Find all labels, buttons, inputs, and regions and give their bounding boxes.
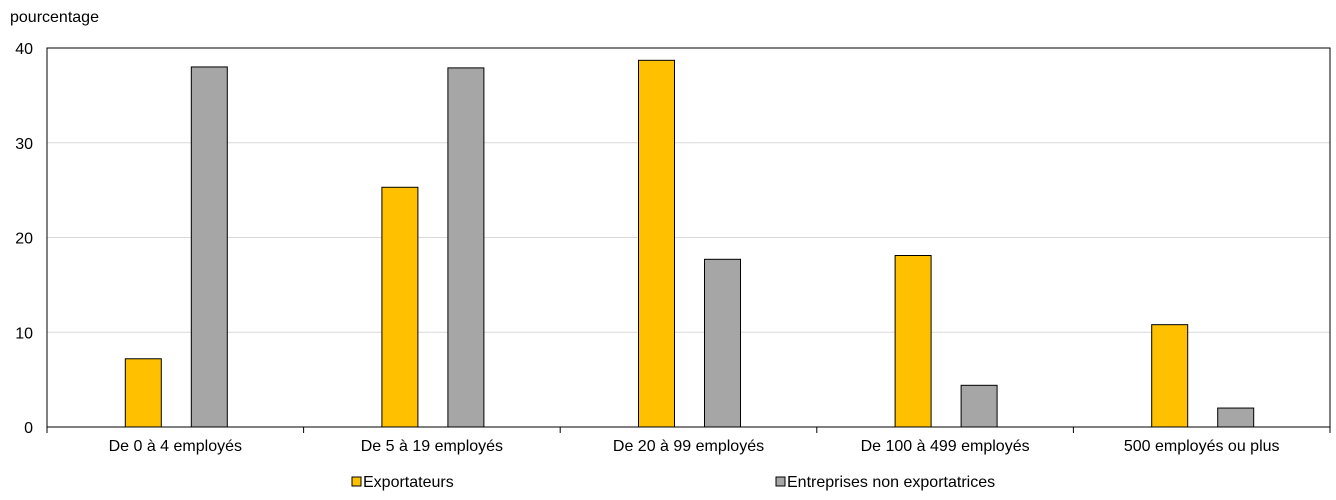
bar-non-exportatrices xyxy=(960,384,998,428)
y-tick-label: 30 xyxy=(15,136,33,153)
bar-exportateurs xyxy=(381,186,419,428)
legend-swatch xyxy=(775,476,786,487)
bar-exportateurs xyxy=(124,358,162,428)
x-tick-label: De 0 à 4 employés xyxy=(109,438,242,455)
legend-swatch xyxy=(351,476,362,487)
axes: 0 10 20 30 40 De 0 à 4 employés De 5 à 19 empl… xyxy=(15,41,1331,455)
y-tick-label: 0 xyxy=(24,420,33,437)
x-tick-label: De 100 à 499 employés xyxy=(861,438,1030,455)
bars xyxy=(124,59,1255,428)
legend-label: Entreprises non exportatrices xyxy=(787,474,995,491)
x-tick-label: 500 employés ou plus xyxy=(1124,438,1280,455)
bar-exportateurs xyxy=(638,59,675,428)
y-tick-label: 10 xyxy=(15,325,33,342)
legend-label: Exportateurs xyxy=(363,474,454,491)
x-tick-label: De 20 à 99 employés xyxy=(613,438,764,455)
bar-exportateurs xyxy=(894,255,932,428)
bar-non-exportatrices xyxy=(190,66,228,428)
bar-exportateurs xyxy=(1151,324,1189,428)
y-tick-label: 40 xyxy=(15,41,33,58)
x-tick-label: De 5 à 19 employés xyxy=(361,438,503,455)
y-tick-label: 20 xyxy=(15,231,33,248)
legend: Exportateurs Entreprises non exportatrice… xyxy=(351,474,995,491)
bar-non-exportatrices xyxy=(447,67,485,428)
y-axis-label: pourcentage xyxy=(10,9,99,26)
gridlines xyxy=(47,142,1330,333)
bar-non-exportatrices xyxy=(704,258,741,428)
bar-non-exportatrices xyxy=(1217,407,1255,428)
